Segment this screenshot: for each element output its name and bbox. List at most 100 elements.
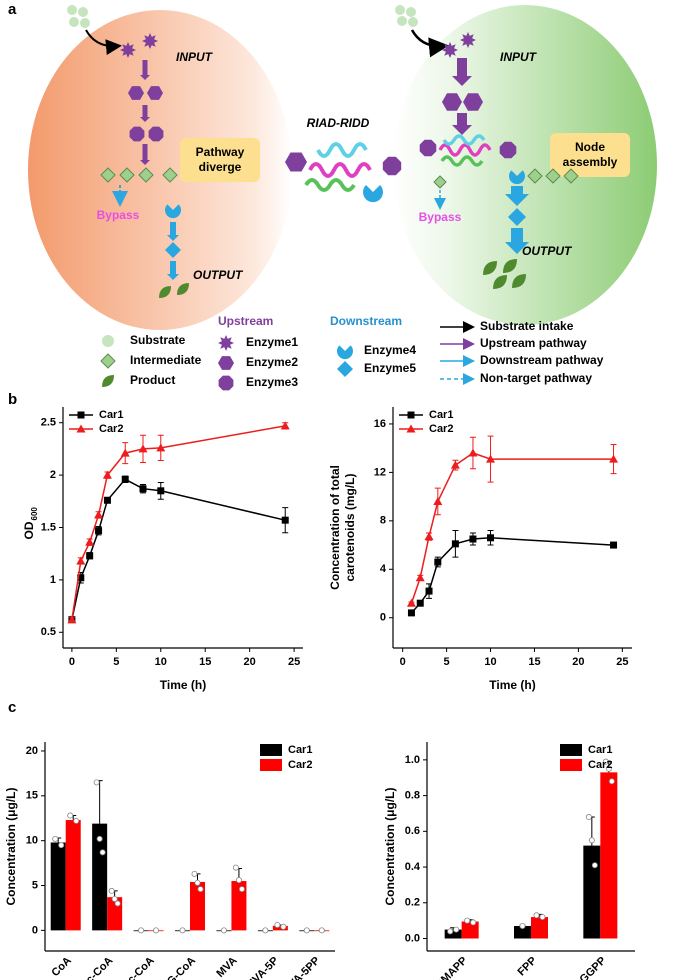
y-tick-label: 0	[32, 924, 38, 936]
replicate-point	[588, 837, 595, 844]
replicate-point	[191, 870, 198, 877]
legend-swatch	[260, 744, 282, 756]
diamond-icon	[138, 167, 154, 183]
box-label: Node	[575, 140, 605, 154]
replicate-point	[447, 928, 454, 935]
enzyme2-icon	[285, 152, 307, 172]
x-tick-label: GGPP	[578, 955, 609, 980]
enzyme1-icon	[120, 42, 136, 58]
replicate-point	[67, 812, 74, 819]
y-tick-label: 0.0	[405, 932, 420, 944]
y-tick-label: 8	[380, 515, 386, 527]
enzyme4-icon	[508, 170, 526, 185]
series-line	[71, 425, 286, 620]
product-icon	[483, 261, 497, 275]
y-tick-label: 1	[50, 574, 56, 586]
output-label: OUTPUT	[193, 268, 244, 282]
substrate-icon	[80, 18, 90, 28]
output-label: OUTPUT	[522, 244, 573, 258]
bar	[231, 881, 247, 931]
replicate-point	[220, 927, 227, 934]
point	[610, 541, 618, 549]
x-tick-label: 5	[444, 656, 450, 668]
bar	[583, 845, 601, 939]
product-icon	[493, 275, 507, 289]
replicate-point	[235, 877, 242, 884]
input-label: INPUT	[176, 50, 214, 64]
enzyme3-icon	[499, 141, 517, 159]
legend-heading: Upstream	[218, 314, 273, 328]
y-tick-label: 2	[50, 469, 56, 481]
bar	[531, 917, 548, 939]
block-arrow	[505, 228, 529, 254]
legend-label: Enzyme2	[246, 355, 298, 369]
diamond-icon	[119, 167, 135, 183]
point	[280, 421, 290, 430]
point	[67, 615, 77, 624]
diamond-icon	[100, 167, 116, 183]
point	[121, 475, 129, 483]
replicate-point	[238, 886, 245, 893]
replicate-point	[153, 927, 160, 934]
block-arrow	[505, 186, 529, 206]
enzyme1-icon	[218, 335, 234, 351]
replicate-point	[519, 922, 526, 929]
point	[85, 537, 95, 546]
point	[609, 454, 619, 463]
legend-marker	[407, 411, 415, 419]
replicate-point	[585, 814, 592, 821]
replicate-point	[262, 927, 269, 934]
block-arrow	[140, 144, 150, 165]
x-tick-label: 10	[155, 656, 167, 668]
substrate-icon	[69, 17, 79, 27]
point	[469, 535, 477, 543]
point	[102, 470, 112, 479]
helix	[440, 155, 484, 167]
legend-label: Car2	[288, 759, 312, 771]
x-axis-label: Time (h)	[160, 678, 206, 692]
legend-label: Non-target pathway	[480, 371, 592, 385]
replicate-point	[533, 912, 540, 919]
y-tick-label: 20	[26, 745, 38, 757]
x-tick-label: MVA-5P	[244, 955, 281, 980]
legend-swatch	[560, 759, 582, 771]
cell-right	[393, 5, 657, 325]
enzyme3-icon	[148, 126, 164, 142]
replicate-point	[470, 919, 477, 926]
replicate-point	[539, 914, 546, 921]
point	[451, 540, 459, 548]
y-axis-label: Concentration (μg/L)	[4, 788, 18, 906]
substrate-icon	[102, 335, 114, 347]
replicate-point	[194, 879, 201, 886]
x-axis-label: Time (h)	[489, 678, 535, 692]
y-tick-label: 5	[32, 879, 38, 891]
enzyme3-icon	[419, 139, 437, 157]
diamond-icon	[527, 168, 543, 184]
legend-label: Enzyme3	[246, 375, 298, 389]
y-tick-label: 2.5	[41, 417, 56, 429]
x-tick-label: IPP/DMAPP	[419, 955, 470, 980]
x-tick-label: FPP	[516, 955, 540, 979]
series-line	[410, 537, 614, 614]
enzyme1-icon	[460, 32, 476, 48]
y-axis-label: OD	[22, 521, 36, 539]
replicate-point	[93, 779, 100, 786]
series-line	[410, 452, 614, 604]
diamond-icon	[545, 168, 561, 184]
legend-label: Enzyme4	[364, 343, 416, 357]
enzyme3-icon	[218, 375, 234, 391]
point	[138, 444, 148, 453]
arrow	[410, 29, 449, 58]
y-tick-label: 4	[380, 563, 387, 575]
point	[434, 558, 442, 566]
product-icon	[159, 286, 171, 298]
x-tick-label: MVA	[214, 955, 239, 980]
y-tick-label: 0.6	[405, 825, 420, 837]
replicate-point	[605, 765, 612, 772]
point	[486, 454, 496, 463]
point	[450, 460, 460, 469]
replicate-point	[602, 758, 609, 765]
point	[424, 532, 434, 541]
